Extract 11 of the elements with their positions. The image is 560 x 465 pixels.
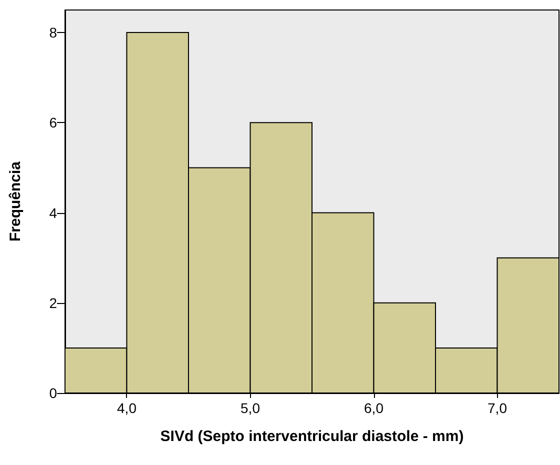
y-tick-label: 6 xyxy=(49,114,58,131)
y-tick-label: 4 xyxy=(49,204,58,221)
x-tick-label: 6,0 xyxy=(364,400,384,416)
x-tick-label: 7,0 xyxy=(488,400,508,416)
x-axis-title: SIVd (Septo interventricular diastole - mm) xyxy=(160,428,464,445)
x-tick-label: 5,0 xyxy=(240,400,260,416)
y-tick-label: 2 xyxy=(49,294,58,311)
y-tick-label: 0 xyxy=(49,385,58,401)
y-axis-title: Frequência xyxy=(7,160,24,242)
x-tick-label: 4,0 xyxy=(117,400,137,416)
y-tick-label: 8 xyxy=(49,24,58,41)
